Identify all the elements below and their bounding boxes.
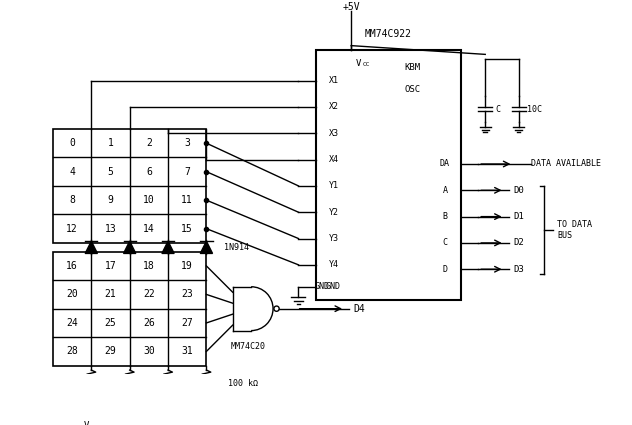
- Text: D1: D1: [513, 212, 524, 221]
- Text: +5V: +5V: [343, 2, 360, 12]
- Text: Y4: Y4: [329, 261, 339, 269]
- Text: C: C: [495, 105, 501, 114]
- Text: 30: 30: [143, 346, 155, 357]
- Bar: [316, 50, 461, 300]
- Text: X4: X4: [329, 155, 339, 164]
- Text: 29: 29: [105, 346, 116, 357]
- Text: X2: X2: [329, 102, 339, 111]
- Text: DA: DA: [440, 159, 450, 168]
- Text: A: A: [442, 186, 447, 195]
- Text: 14: 14: [143, 224, 155, 234]
- Text: B: B: [442, 212, 447, 221]
- Text: 16: 16: [66, 261, 78, 271]
- Text: X1: X1: [329, 76, 339, 85]
- Text: 5: 5: [107, 167, 113, 177]
- Text: Y2: Y2: [329, 208, 339, 217]
- Text: GND: GND: [326, 282, 341, 291]
- Text: 24: 24: [66, 318, 78, 328]
- Text: 19: 19: [181, 261, 193, 271]
- Text: 17: 17: [105, 261, 116, 271]
- Bar: [53, 252, 207, 366]
- Text: V: V: [84, 421, 90, 425]
- Text: 21: 21: [105, 289, 116, 300]
- Text: 6: 6: [146, 167, 152, 177]
- Text: 2: 2: [146, 138, 152, 148]
- Text: D2: D2: [513, 238, 524, 247]
- Text: C: C: [442, 238, 447, 247]
- Text: 13: 13: [105, 224, 116, 234]
- Text: 22: 22: [143, 289, 155, 300]
- Polygon shape: [162, 241, 174, 253]
- Polygon shape: [123, 241, 136, 253]
- Text: D0: D0: [513, 186, 524, 195]
- Text: DATA AVAILABLE: DATA AVAILABLE: [531, 159, 601, 168]
- Text: 25: 25: [105, 318, 116, 328]
- Text: 1N914: 1N914: [224, 243, 249, 252]
- Text: 7: 7: [185, 167, 190, 177]
- Text: TO DATA: TO DATA: [557, 220, 592, 229]
- Text: 100 kΩ: 100 kΩ: [228, 379, 258, 388]
- Text: 9: 9: [107, 195, 113, 205]
- Text: MM74C922: MM74C922: [365, 29, 412, 39]
- Text: GND: GND: [314, 282, 329, 291]
- Text: 18: 18: [143, 261, 155, 271]
- Text: 4: 4: [69, 167, 75, 177]
- Text: CC: CC: [363, 62, 370, 68]
- Text: 20: 20: [66, 289, 78, 300]
- Text: 1: 1: [107, 138, 113, 148]
- Text: 28: 28: [66, 346, 78, 357]
- Text: 31: 31: [181, 346, 193, 357]
- Text: 11: 11: [181, 195, 193, 205]
- Text: 10C: 10C: [527, 105, 542, 114]
- Text: 27: 27: [181, 318, 193, 328]
- Text: 3: 3: [185, 138, 190, 148]
- Text: D4: D4: [354, 304, 365, 314]
- Text: 23: 23: [181, 289, 193, 300]
- Text: BUS: BUS: [557, 230, 572, 240]
- Text: 26: 26: [143, 318, 155, 328]
- Text: 10: 10: [143, 195, 155, 205]
- Text: D3: D3: [513, 265, 524, 274]
- Text: 12: 12: [66, 224, 78, 234]
- Bar: [53, 129, 207, 243]
- Text: D: D: [442, 265, 447, 274]
- Text: X3: X3: [329, 129, 339, 138]
- Text: V: V: [355, 59, 361, 68]
- Text: 15: 15: [181, 224, 193, 234]
- Text: Y1: Y1: [329, 181, 339, 190]
- Text: 0: 0: [69, 138, 75, 148]
- Text: Y3: Y3: [329, 234, 339, 243]
- Polygon shape: [85, 241, 97, 253]
- Text: 8: 8: [69, 195, 75, 205]
- Polygon shape: [200, 241, 212, 253]
- Text: MM74C20: MM74C20: [231, 342, 265, 351]
- Text: OSC: OSC: [404, 85, 420, 94]
- Text: KBM: KBM: [404, 63, 420, 72]
